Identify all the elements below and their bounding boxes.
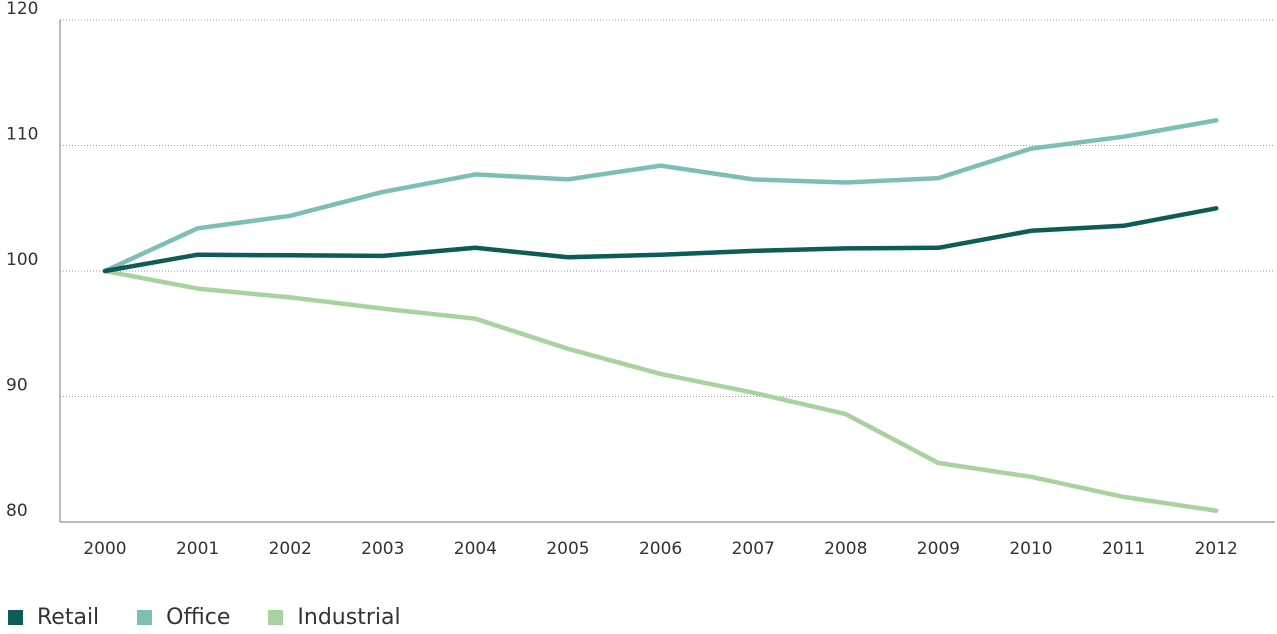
- y-tick-label: 80: [6, 501, 28, 521]
- y-tick-label: 120: [6, 0, 38, 19]
- x-tick-label: 2003: [361, 539, 404, 559]
- legend-swatch-retail: [8, 610, 23, 625]
- legend-item-industrial: Industrial: [268, 605, 401, 630]
- x-tick-label: 2011: [1102, 539, 1145, 559]
- x-tick-label: 2010: [1009, 539, 1052, 559]
- legend-swatch-office: [137, 610, 153, 625]
- y-tick-label: 100: [6, 250, 38, 270]
- x-tick-label: 2004: [454, 539, 497, 559]
- y-tick-label: 110: [6, 125, 38, 145]
- axes: [59, 20, 1275, 523]
- series-line-retail: [102, 206, 1219, 274]
- x-tick-label: 2007: [732, 539, 775, 559]
- x-tick-label: 2001: [176, 539, 219, 559]
- legend-label-office: Office: [166, 605, 231, 630]
- x-tick-label: 2009: [917, 539, 960, 559]
- x-tick-label: 2006: [639, 539, 682, 559]
- legend-label-industrial: Industrial: [297, 605, 401, 630]
- legend-item-retail: Retail: [8, 605, 99, 630]
- x-tick-label: 2005: [546, 539, 589, 559]
- x-tick-label: 2002: [269, 539, 312, 559]
- x-tick-label: 2008: [824, 539, 867, 559]
- grid-lines: [60, 19, 1275, 397]
- legend-swatch-industrial: [268, 610, 284, 625]
- series-lines: [102, 118, 1219, 513]
- series-line-industrial: [102, 268, 1219, 513]
- legend: Retail Office Industrial: [8, 605, 439, 630]
- x-tick-label: 2000: [83, 539, 126, 559]
- x-tick-label: 2012: [1195, 539, 1238, 559]
- x-tick-labels: 2000 2001 2002 2003 2004 2005 2006 2007 2008 2009…: [83, 539, 1237, 559]
- y-tick-labels: 80 90 100 110 120: [6, 0, 38, 521]
- series-line-office: [102, 118, 1219, 274]
- legend-label-retail: Retail: [37, 605, 100, 630]
- legend-item-office: Office: [137, 605, 230, 630]
- y-tick-label: 90: [6, 376, 28, 396]
